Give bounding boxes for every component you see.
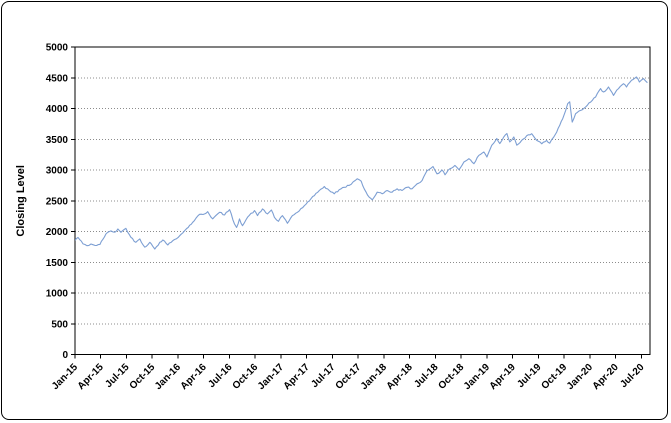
y-tick-label: 5000 xyxy=(46,43,69,54)
y-tick-label: 2500 xyxy=(46,196,69,207)
x-tick-label: Jul-16 xyxy=(206,362,235,391)
y-tick-label: 1500 xyxy=(46,258,69,269)
x-tick-label: Jul-20 xyxy=(618,362,647,391)
plot-area-border xyxy=(74,46,651,356)
x-tick-label: Oct-16 xyxy=(231,362,261,392)
y-axis-title: Closing Level xyxy=(15,165,27,237)
x-tick-label: Jan-16 xyxy=(153,362,183,392)
x-tick-label: Oct-18 xyxy=(437,362,467,392)
x-tick-label: Jul-19 xyxy=(515,362,544,391)
data-line-closing-level xyxy=(75,76,648,250)
y-tick-label: 3500 xyxy=(46,135,69,146)
x-tick-label: Apr-18 xyxy=(385,362,415,392)
x-tick-label: Jan-15 xyxy=(50,362,80,392)
y-tick-label: 500 xyxy=(51,319,68,330)
x-tick-label: Jan-18 xyxy=(359,362,389,392)
x-tick-label: Jan-19 xyxy=(462,362,492,392)
x-tick-label: Oct-17 xyxy=(334,362,364,392)
y-tick-label: 4500 xyxy=(46,73,69,84)
x-tick-label: Jul-15 xyxy=(103,362,132,391)
x-tick-label: Jan-17 xyxy=(256,362,286,392)
x-tick-label: Apr-15 xyxy=(76,362,106,392)
x-tick-label: Apr-19 xyxy=(488,362,518,392)
y-tick-label: 4000 xyxy=(46,104,69,115)
x-tick-label: Oct-19 xyxy=(540,362,570,392)
x-tick-label: Apr-17 xyxy=(282,362,312,392)
y-tick-label: 2000 xyxy=(46,227,69,238)
x-tick-label: Apr-20 xyxy=(591,362,621,392)
x-tick-label: Oct-15 xyxy=(128,362,158,392)
x-tick-label: Jul-17 xyxy=(309,362,338,391)
y-tick-label: 1000 xyxy=(46,289,69,300)
x-tick-label: Jul-18 xyxy=(412,362,441,391)
x-tick-label: Jan-20 xyxy=(565,362,595,392)
y-tick-label: 0 xyxy=(62,350,68,361)
y-tick-label: 3000 xyxy=(46,166,69,177)
x-tick-label: Apr-16 xyxy=(179,362,209,392)
